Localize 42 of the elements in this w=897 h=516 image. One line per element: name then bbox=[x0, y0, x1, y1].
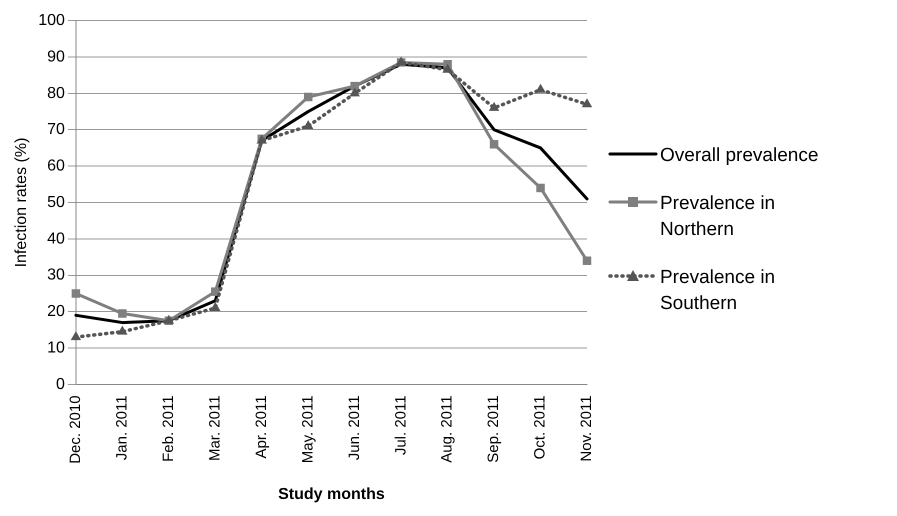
y-axis-title: Infection rates (%) bbox=[13, 138, 30, 268]
x-tick-label: Oct. 2011 bbox=[532, 395, 549, 460]
y-tick-label: 20 bbox=[47, 303, 65, 320]
legend-label: Prevalence in Northern bbox=[660, 192, 776, 242]
point bbox=[536, 184, 545, 192]
point bbox=[490, 140, 498, 149]
point bbox=[210, 302, 220, 312]
x-tick-label: Sep. 2011 bbox=[485, 395, 502, 463]
legend-label: Prevalence in Southern bbox=[660, 266, 776, 316]
x-tick-label: Mar. 2011 bbox=[206, 395, 224, 462]
x-tick-label: Feb. 2011 bbox=[160, 395, 177, 462]
point bbox=[442, 64, 453, 73]
y-tick-label: 100 bbox=[38, 12, 65, 30]
point bbox=[582, 256, 592, 265]
legend-label: Overall prevalence bbox=[660, 144, 820, 168]
x-tick-label: Aug. 2011 bbox=[438, 395, 456, 463]
point bbox=[118, 309, 127, 318]
x-tick-label: Apr. 2011 bbox=[252, 395, 270, 459]
y-tick-label: 0 bbox=[56, 376, 65, 393]
y-tick-label: 80 bbox=[47, 84, 65, 102]
point bbox=[72, 289, 80, 298]
x-tick-label: Jun. 2011 bbox=[346, 395, 363, 460]
y-tick-label: 40 bbox=[47, 230, 65, 248]
x-tick-label: May. 2011 bbox=[299, 395, 316, 464]
point bbox=[70, 331, 82, 340]
point bbox=[349, 87, 360, 96]
point bbox=[303, 120, 314, 130]
x-tick-label: Dec. 2010 bbox=[67, 395, 84, 464]
y-tick-label: 70 bbox=[47, 121, 65, 138]
x-tick-label: Jul. 2011 bbox=[392, 395, 410, 456]
y-tick-label: 50 bbox=[47, 194, 65, 211]
y-tick-label: 30 bbox=[47, 266, 65, 284]
y-tick-label: 90 bbox=[47, 48, 65, 66]
point bbox=[117, 326, 128, 335]
x-tick-label: Jan. 2011 bbox=[114, 395, 130, 460]
point bbox=[304, 92, 312, 102]
point bbox=[582, 98, 592, 108]
x-tick-label: Nov. 2011 bbox=[578, 395, 596, 462]
x-axis-title: Study months bbox=[278, 486, 385, 503]
y-tick-label: 60 bbox=[47, 158, 65, 175]
y-tick-label: 10 bbox=[47, 339, 65, 356]
point bbox=[488, 102, 500, 111]
